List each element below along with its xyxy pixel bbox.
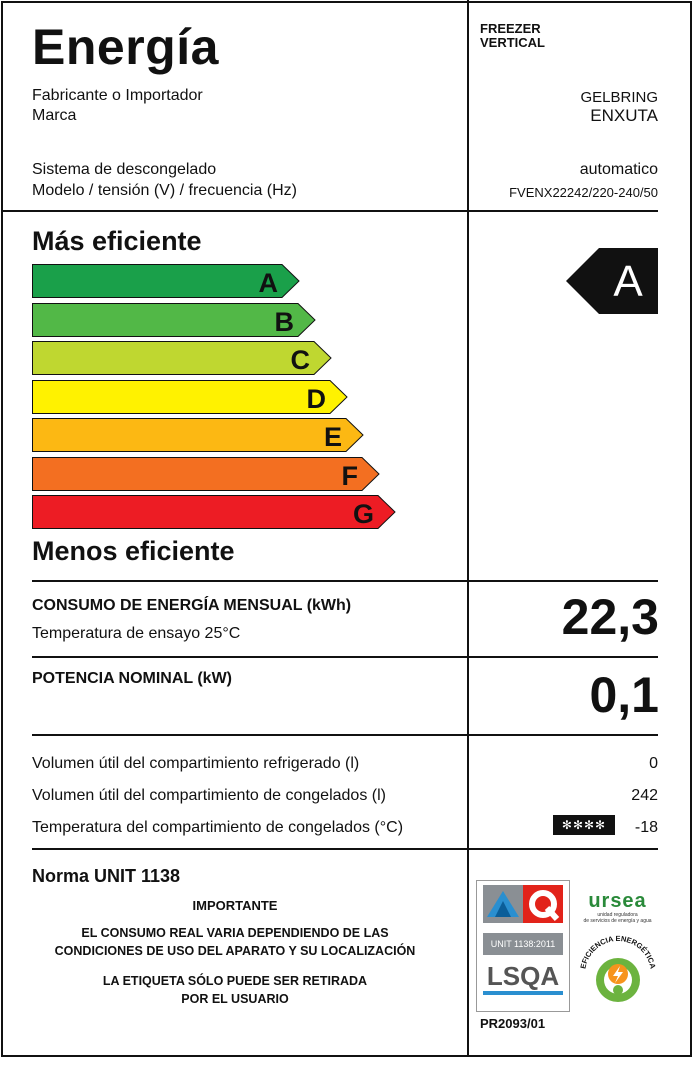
page-title: Energía: [32, 19, 219, 75]
consumo-sub-label: Temperatura de ensayo 25°C: [32, 625, 241, 642]
rating-indicator: A: [566, 248, 658, 314]
notice-line1: EL CONSUMO REAL VARIA DEPENDIENDO DE LAS: [81, 926, 389, 940]
notice-line2: CONDICIONES DE USO DEL APARATO Y SU LOCA…: [54, 944, 416, 958]
efficiency-bar-letter-b: B: [275, 307, 295, 337]
marca-value: ENXUTA: [590, 106, 658, 125]
fabricante-label: Fabricante o Importador: [32, 87, 203, 104]
potencia-label: POTENCIA NOMINAL (kW): [32, 670, 232, 687]
efficiency-bar-f: F: [32, 456, 381, 491]
efficiency-bar-shape-e: [32, 418, 364, 452]
vertical-divider: [467, 0, 469, 1056]
category-line1: FREEZER: [480, 21, 541, 36]
ursea-logo: ursea unidad reguladora de servicios de …: [575, 890, 660, 926]
eficiencia-seal: EFICIENCIA ENERGÉTICA: [573, 930, 663, 1010]
ursea-text: ursea: [588, 890, 647, 912]
efficiency-bar-letter-e: E: [324, 422, 342, 452]
efficiency-bar-letter-g: G: [353, 499, 374, 529]
potencia-value: 0,1: [589, 667, 659, 723]
efficiency-bar-shape-g: [32, 495, 396, 529]
scale-top-label: Más eficiente: [32, 226, 202, 256]
label-frame: [1, 1, 692, 1057]
volumen-refrigerado-value: 0: [649, 755, 658, 772]
notice-line3: LA ETIQUETA SÓLO PUEDE SER RETIRADA: [102, 974, 368, 988]
volumen-congelados-value: 242: [631, 787, 658, 804]
rating-letter: A: [613, 257, 643, 306]
fabricante-value: GELBRING: [580, 89, 658, 106]
efficiency-bar-shape-a: [32, 264, 300, 298]
divider-info-right: [469, 210, 658, 212]
efficiency-bar-a: A: [32, 264, 301, 298]
divider-potencia: [32, 734, 658, 736]
efficiency-bar-g: G: [32, 495, 397, 529]
modelo-label: Modelo / tensión (V) / frecuencia (Hz): [32, 182, 297, 199]
unit-badge: UNIT 1138:2011: [483, 933, 563, 955]
efficiency-bar-letter-a: A: [259, 268, 279, 298]
efficiency-bar-b: B: [32, 302, 317, 337]
consumo-value: 22,3: [561, 589, 659, 645]
efficiency-bar-shape-b: [32, 302, 316, 337]
efficiency-bar-letter-c: C: [291, 345, 311, 375]
descongelado-value: automatico: [579, 161, 658, 178]
efficiency-bar-c: C: [32, 341, 333, 375]
quality-q-icon: [483, 885, 563, 923]
category-line2: VERTICAL: [480, 35, 545, 50]
consumo-label: CONSUMO DE ENERGÍA MENSUAL (kWh): [32, 597, 352, 614]
cert-code: PR2093/01: [480, 1016, 546, 1031]
temperatura-value: -18: [634, 819, 658, 836]
efficiency-bar-e: E: [32, 418, 365, 452]
divider-consumo: [32, 656, 658, 658]
efficiency-bar-letter-f: F: [342, 461, 359, 491]
temperatura-label: Temperatura del compartimiento de congel…: [32, 819, 404, 836]
divider-volumes: [32, 848, 658, 850]
lsqa-text: LSQA: [483, 961, 563, 995]
volumen-refrigerado-label: Volumen útil del compartimiento refriger…: [32, 755, 360, 772]
divider-scale: [32, 580, 658, 582]
notice-line4: POR EL USUARIO: [181, 992, 289, 1006]
efficiency-bar-letter-d: D: [307, 384, 327, 414]
descongelado-label: Sistema de descongelado: [32, 161, 217, 178]
scale-bottom-label: Menos eficiente: [32, 536, 235, 566]
efficiency-bar-shape-d: [32, 379, 348, 414]
efficiency-bar-d: D: [32, 379, 349, 414]
modelo-value: FVENX22242/220-240/50: [509, 185, 658, 200]
volumen-congelados-label: Volumen útil del compartimiento de conge…: [32, 787, 386, 804]
ursea-sub1: unidad reguladora: [597, 912, 638, 918]
divider-info: [3, 210, 467, 212]
ursea-sub2: de servicios de energía y agua: [583, 918, 652, 924]
importante-heading: IMPORTANTE: [192, 898, 278, 913]
efficiency-bar-shape-f: [32, 456, 380, 491]
marca-label: Marca: [32, 107, 77, 124]
rating-arrow-shape: [566, 248, 658, 314]
star-rating-icon: ✻✻✻✻: [553, 815, 615, 835]
efficiency-bar-shape-c: [32, 341, 332, 375]
norma-title: Norma UNIT 1138: [32, 866, 181, 886]
lsqa-logo: UNIT 1138:2011 LSQA: [476, 880, 570, 1012]
